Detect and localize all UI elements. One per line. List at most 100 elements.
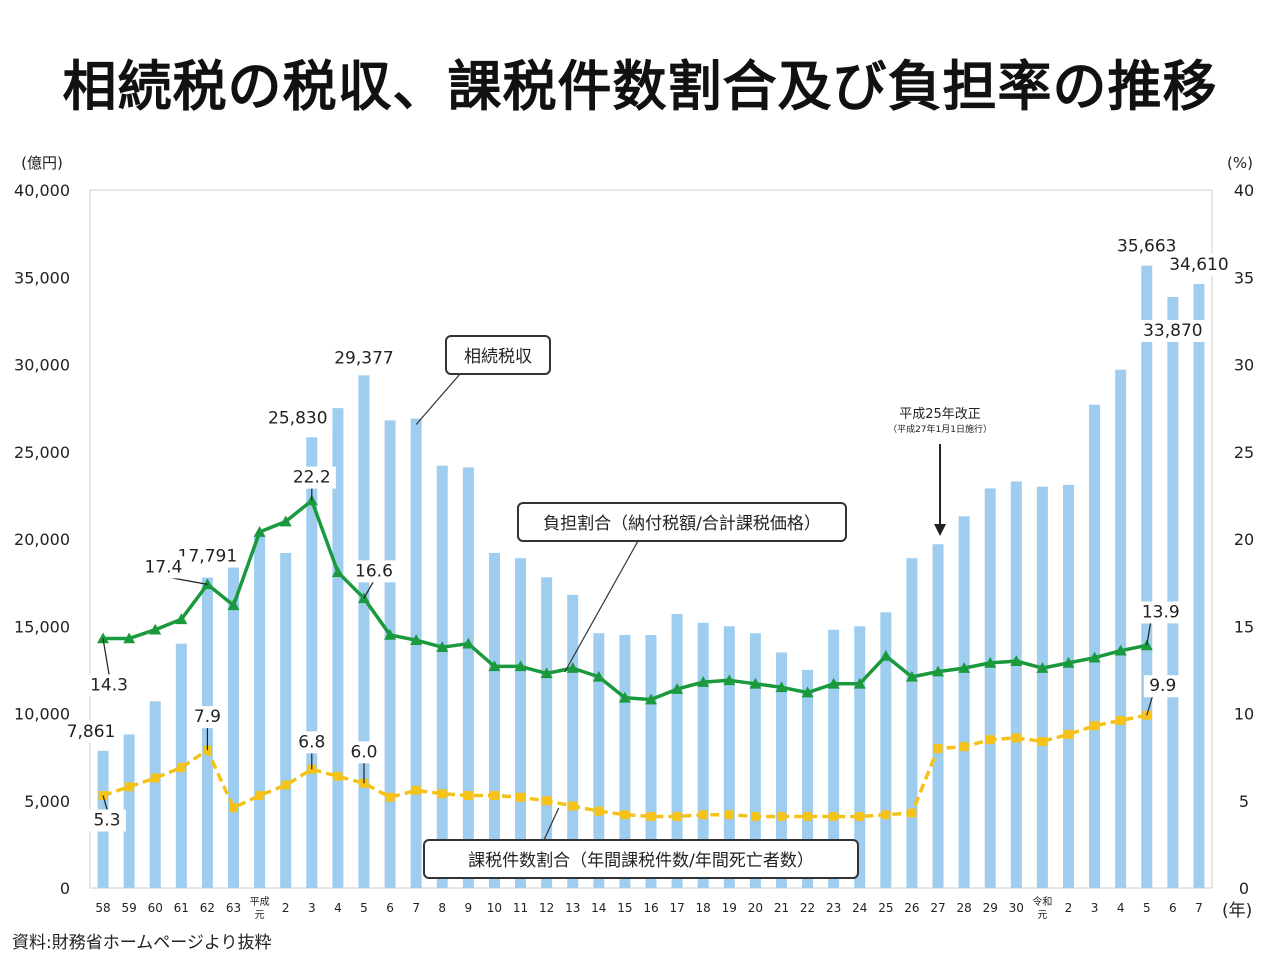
page-title: 相続税の税収、課税件数割合及び負担率の推移 xyxy=(62,55,1218,118)
bar-23 xyxy=(828,629,840,888)
bar-20 xyxy=(749,633,761,888)
point-marker xyxy=(907,808,917,818)
point-marker xyxy=(698,810,708,820)
bar-15 xyxy=(619,634,631,888)
bar-63 xyxy=(228,566,240,888)
point-marker xyxy=(801,686,814,698)
bar-11 xyxy=(515,558,527,888)
point-marker xyxy=(436,641,449,652)
x-tick-label: 59 xyxy=(121,901,136,915)
bar-12 xyxy=(541,577,553,888)
point-marker xyxy=(1090,721,1100,731)
label-leader xyxy=(1146,621,1152,646)
annotation-title: 平成25年改正 xyxy=(899,407,981,422)
bar-2 xyxy=(1062,484,1074,888)
point-marker xyxy=(933,743,943,753)
y-left-tick-label: 5,000 xyxy=(24,792,70,811)
x-tick-label: 18 xyxy=(696,901,711,915)
x-tick-label: 22 xyxy=(800,901,815,915)
point-marker xyxy=(1036,662,1049,673)
callout-box xyxy=(423,839,859,879)
point-marker xyxy=(97,632,110,644)
point-marker xyxy=(540,667,553,679)
point-marker xyxy=(829,811,839,821)
point-marker xyxy=(618,691,631,703)
x-tick-label: 9 xyxy=(465,901,473,915)
callout-text: 課税件数割合（年間課税件数/年間死亡者数） xyxy=(468,851,814,871)
point-marker xyxy=(253,526,266,537)
x-tick-label: 2 xyxy=(282,901,290,915)
bar-21 xyxy=(775,652,787,888)
x-tick-label: 5 xyxy=(1143,901,1151,915)
point-marker xyxy=(463,791,473,801)
point-marker xyxy=(697,676,710,687)
bar-2 xyxy=(280,552,292,888)
annotation-arrow-head xyxy=(934,524,947,536)
bar-value-label-bg xyxy=(1112,235,1182,258)
point-marker xyxy=(592,670,605,682)
point-marker xyxy=(594,806,604,816)
bar-5 xyxy=(358,375,370,888)
point-marker xyxy=(411,785,421,795)
line-value-label-bg xyxy=(1143,675,1182,698)
point-marker xyxy=(255,791,265,801)
y-left-tick-label: 30,000 xyxy=(14,356,70,375)
bar-19 xyxy=(723,626,735,888)
bar-令和元 xyxy=(1036,486,1048,888)
bars xyxy=(97,265,1205,888)
point-marker xyxy=(176,763,186,773)
point-marker xyxy=(775,681,788,693)
line-value-label-bg xyxy=(88,809,126,832)
callout-text: 相続税収 xyxy=(464,347,532,367)
bar-value-label: 35,663 xyxy=(1117,237,1176,257)
bar-value-label: 29,377 xyxy=(334,348,393,368)
line-value-label: 22.2 xyxy=(293,468,331,488)
line-value-label-bg xyxy=(349,560,399,583)
x-tick-label: 8 xyxy=(438,901,446,915)
y-right-tick-label: 15 xyxy=(1234,617,1254,636)
bar-value-label-bg xyxy=(1164,254,1234,277)
line-value-label: 5.3 xyxy=(94,811,121,831)
callout-leader xyxy=(564,540,639,673)
x-tick-label: 29 xyxy=(983,901,998,915)
bar-24 xyxy=(854,626,866,888)
bar-9 xyxy=(462,467,474,888)
bar-60 xyxy=(149,701,161,888)
line-value-label-bg xyxy=(287,466,336,489)
point-marker xyxy=(671,683,684,694)
x-tick-label: 4 xyxy=(334,901,342,915)
line-value-label: 16.6 xyxy=(355,561,393,581)
x-tick-label: 61 xyxy=(174,901,189,915)
bar-value-label-bg xyxy=(172,545,243,568)
x-tick-label: 21 xyxy=(774,901,789,915)
bar-7 xyxy=(1193,284,1205,888)
point-marker xyxy=(646,811,656,821)
x-tick-label: 26 xyxy=(904,901,919,915)
x-tick-label: 28 xyxy=(956,901,971,915)
point-marker xyxy=(1037,736,1047,746)
point-marker xyxy=(516,792,526,802)
line-value-label: 13.9 xyxy=(1142,602,1180,622)
point-marker xyxy=(853,677,866,689)
point-marker xyxy=(149,623,162,635)
bar-6 xyxy=(384,420,396,888)
point-marker xyxy=(827,677,840,689)
bar-平成元 xyxy=(254,535,266,888)
bar-18 xyxy=(697,622,709,888)
y-right-tick-label: 10 xyxy=(1234,705,1254,724)
x-tick-label: 13 xyxy=(565,901,580,915)
y-left-tick-label: 10,000 xyxy=(14,705,70,724)
callout-text: 負担割合（納付税額/合計課税価格） xyxy=(543,514,821,534)
x-tick-label: 7 xyxy=(1195,901,1203,915)
annotation-subtitle: （平成27年1月1日施行） xyxy=(888,423,992,435)
point-marker xyxy=(776,811,786,821)
point-marker xyxy=(879,649,892,661)
x-tick-label: 10 xyxy=(487,901,502,915)
x-tick-label: 24 xyxy=(852,901,867,915)
point-marker xyxy=(1063,729,1073,739)
x-tick-label: 4 xyxy=(1117,901,1125,915)
x-tick-label: 25 xyxy=(878,901,893,915)
point-marker xyxy=(881,810,891,820)
point-marker xyxy=(958,662,971,673)
